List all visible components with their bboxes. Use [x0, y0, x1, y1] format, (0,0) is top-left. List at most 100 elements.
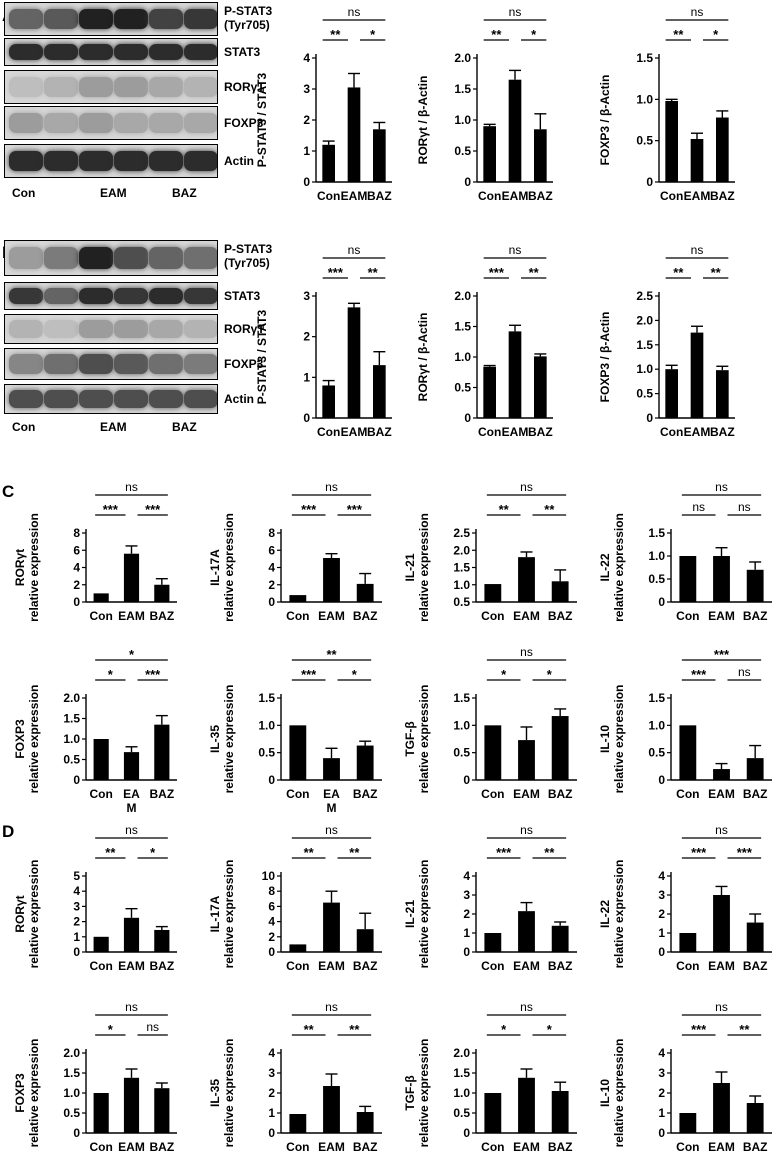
- blot-band: [114, 247, 148, 269]
- blot-band: [184, 43, 217, 61]
- blot-band: [114, 390, 148, 408]
- x-tick-label: BAZ: [367, 425, 392, 439]
- bar-baz: [716, 370, 729, 418]
- y-axis-label-line: relative expression: [612, 513, 626, 622]
- bar-chart-22: IL-10relative expression 0 1 2 3 4 Con EAM BAZ **…: [598, 1000, 772, 1154]
- blot-band: [114, 320, 148, 338]
- x-tick-label-line: BAZ: [710, 425, 735, 439]
- significance-label: ns: [125, 823, 138, 837]
- bar-baz: [746, 758, 764, 780]
- blot-lane-label-con: Con: [12, 420, 36, 434]
- blot-band: [149, 390, 183, 408]
- x-tick-label: EAM: [513, 787, 540, 801]
- x-tick-label: EAM: [341, 425, 368, 439]
- x-tick-label-line: EAM: [502, 189, 529, 203]
- blot-band: [44, 247, 78, 269]
- significance-label: ns: [715, 1000, 728, 1014]
- y-tick-label: 0: [73, 1126, 80, 1140]
- x-tick-label-line: Con: [286, 959, 309, 973]
- y-axis-label-line: relative expression: [612, 1039, 626, 1148]
- x-tick-label-line: EAM: [708, 609, 735, 623]
- blot-band: [184, 287, 217, 305]
- bar-eam: [508, 79, 522, 182]
- y-tick-label: 2: [303, 330, 310, 344]
- y-tick-label: 4: [268, 561, 275, 575]
- bar-con: [322, 144, 335, 182]
- y-tick-label: 1.5: [63, 712, 80, 726]
- x-tick-label: Con: [481, 787, 504, 801]
- y-tick-label: 0: [463, 773, 470, 787]
- bar-con: [679, 933, 697, 952]
- blot-band: [9, 354, 43, 374]
- blot-lane-label-eam: EAM: [100, 186, 127, 200]
- significance-label: ***: [489, 265, 505, 280]
- bar-baz: [551, 925, 569, 952]
- x-tick-label-line: BAZ: [353, 1140, 378, 1154]
- blot-band: [114, 287, 148, 305]
- x-tick-label: Con: [286, 609, 309, 623]
- x-tick-label: Con: [660, 425, 683, 439]
- significance-label: *: [713, 27, 719, 42]
- y-tick-label: 3: [303, 82, 310, 96]
- x-tick-label-line: Con: [90, 1140, 113, 1154]
- y-tick-label: 0.5: [453, 1106, 470, 1120]
- bar-chart-19: FOXP3relative expression 0 0.5 1.0 1.5 2.0 Con…: [13, 1000, 177, 1154]
- blot-band: [149, 76, 183, 98]
- y-tick-label: 0: [646, 411, 653, 425]
- x-tick-label: EAM: [513, 609, 540, 623]
- x-tick-label-line: EAM: [318, 959, 345, 973]
- bar-chart-6: FOXP3 / β-Actin 0 0.5 1.0 1.5 2.0 2.5 Con EAM BAZ…: [598, 243, 735, 439]
- y-axis-label-line: relative expression: [222, 513, 236, 622]
- significance-label: **: [304, 1022, 315, 1037]
- significance-label: *: [370, 27, 376, 42]
- blot-band: [149, 8, 183, 30]
- bar-chart-12: IL-35relative expression 0 0.5 1.0 1.5 Con EA M…: [208, 647, 382, 815]
- bar-chart-13: TGF-βrelative expression 0 0.5 1.0 1.5 Con EAM…: [403, 645, 577, 801]
- y-axis-label: RORγt / β-Actin: [416, 76, 430, 165]
- x-tick-label: Con: [676, 609, 699, 623]
- blot-band: [149, 287, 183, 305]
- y-tick-label: 1.5: [636, 338, 653, 352]
- significance-label: ns: [348, 243, 361, 257]
- significance-label: **: [330, 27, 341, 42]
- bar-eam: [508, 331, 522, 418]
- x-tick-label-line: BAZ: [149, 787, 174, 801]
- x-tick-label-line: BAZ: [353, 609, 378, 623]
- y-axis-label: TGF-βrelative expression: [403, 1039, 431, 1148]
- y-tick-label: 0: [646, 175, 653, 189]
- bar-eam: [347, 87, 361, 182]
- x-tick-label-line: M: [127, 801, 137, 815]
- bar-con: [484, 584, 502, 602]
- significance-label: ***: [737, 845, 753, 860]
- blot-row-label: P-STAT3 (Tyr705): [224, 4, 273, 32]
- y-tick-label: 0: [268, 1126, 275, 1140]
- x-tick-label: EAM: [513, 959, 540, 973]
- bar-baz: [373, 365, 386, 418]
- bar-eam: [123, 1077, 140, 1133]
- bar-con: [679, 725, 697, 780]
- y-axis-label: FOXP3relative expression: [13, 1039, 41, 1148]
- y-tick-label: 2: [268, 930, 275, 944]
- x-tick-label-line: EAM: [684, 189, 711, 203]
- bar-con: [93, 593, 109, 602]
- significance-label: **: [529, 265, 540, 280]
- significance-label: **: [349, 1022, 360, 1037]
- blot-a-row-3: [4, 70, 218, 104]
- bar-con: [289, 944, 307, 952]
- blot-b-row-4: [4, 348, 218, 380]
- bar-baz: [154, 1088, 170, 1133]
- significance-label: ns: [520, 480, 533, 494]
- y-tick-label: 1: [463, 926, 470, 940]
- y-tick-label: 5: [73, 869, 80, 883]
- y-axis-label-line: relative expression: [27, 513, 41, 622]
- blot-b-row-2: [4, 282, 218, 310]
- y-tick-label: 0: [73, 595, 80, 609]
- x-tick-label: EAM: [502, 189, 529, 203]
- y-tick-label: 1.5: [648, 691, 665, 705]
- significance-label: ns: [325, 480, 338, 494]
- significance-label: **: [499, 502, 510, 517]
- y-tick-label: 0: [464, 175, 471, 189]
- x-tick-label: EAM: [708, 1140, 735, 1154]
